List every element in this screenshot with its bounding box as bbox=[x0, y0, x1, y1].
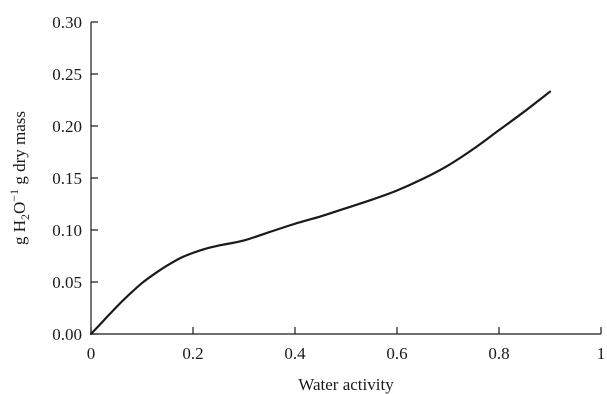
series-layer bbox=[89, 90, 552, 336]
sorption-isotherm-line bbox=[89, 90, 552, 336]
y-tick-label: 0.00 bbox=[52, 325, 82, 344]
x-axis-ticks: 0 0.2 0.4 0.6 0.8 1 bbox=[87, 327, 606, 363]
x-tick-label: 0 bbox=[87, 344, 96, 363]
x-tick-label: 0.4 bbox=[284, 344, 306, 363]
y-axis-title-subscript: 2 bbox=[18, 214, 32, 220]
y-tick-label: 0.15 bbox=[52, 169, 82, 188]
y-axis-ticks: 0.00 0.05 0.10 0.15 0.20 0.25 0.30 bbox=[52, 13, 98, 344]
x-tick-label: 0.2 bbox=[182, 344, 203, 363]
y-axis-title-superscript: −1 bbox=[7, 189, 21, 202]
y-tick-label: 0.10 bbox=[52, 221, 82, 240]
y-axis-title-suffix: g dry mass bbox=[10, 111, 29, 189]
y-tick-label: 0.20 bbox=[52, 117, 82, 136]
y-tick-label: 0.05 bbox=[52, 273, 82, 292]
x-tick-label: 1 bbox=[597, 344, 606, 363]
y-axis-title-prefix: g H bbox=[10, 220, 29, 245]
y-axis-title-mid: O bbox=[10, 202, 29, 214]
y-tick-label: 0.25 bbox=[52, 65, 82, 84]
x-tick-label: 0.6 bbox=[386, 344, 407, 363]
y-tick-label: 0.30 bbox=[52, 13, 82, 32]
x-tick-label: 0.8 bbox=[488, 344, 509, 363]
y-axis-title: g H2O−1 g dry mass bbox=[7, 111, 32, 245]
x-axis-title: Water activity bbox=[298, 375, 394, 394]
